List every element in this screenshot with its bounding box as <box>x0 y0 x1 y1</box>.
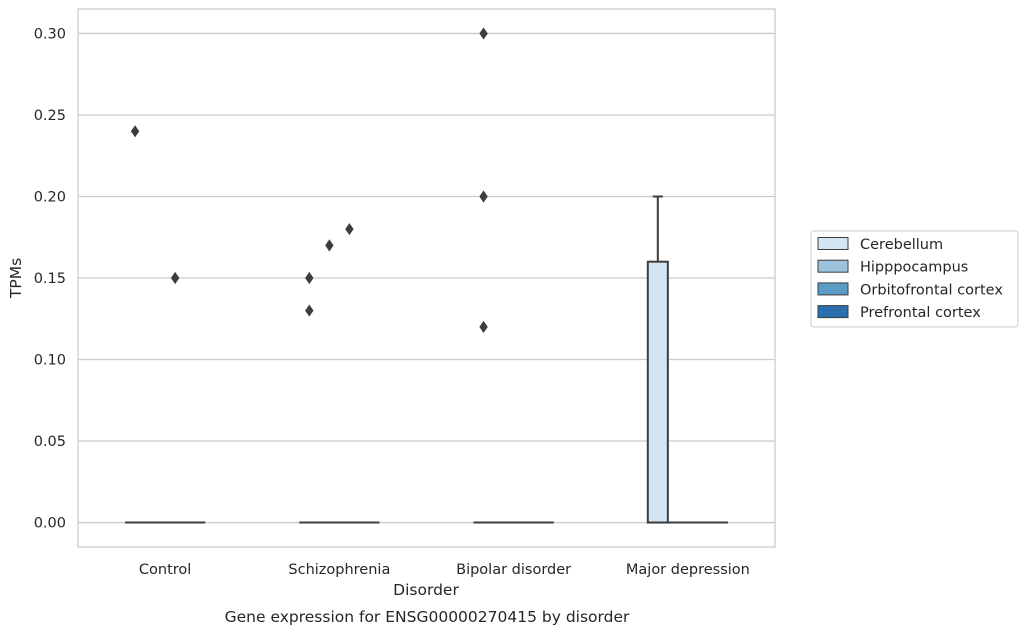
outlier-point <box>305 304 314 317</box>
outliers <box>130 27 488 333</box>
y-tick-label: 0.20 <box>34 189 66 205</box>
chart-caption: Gene expression for ENSG00000270415 by d… <box>225 608 630 626</box>
grid-lines <box>78 32 775 524</box>
legend-swatch <box>817 305 849 319</box>
legend-swatch <box>817 282 849 296</box>
plot-frame <box>77 8 776 548</box>
y-axis-label: TPMs <box>7 258 25 299</box>
y-tick-label: 0.30 <box>34 26 66 42</box>
x-axis-label: Disorder <box>393 581 459 599</box>
legend: Cerebellum Hipppocampus Orbitofrontal cort… <box>810 230 1019 328</box>
y-tick-label: 0.25 <box>34 108 66 124</box>
box-cerebellum <box>646 195 669 524</box>
legend-label: Orbitofrontal cortex <box>860 282 1003 298</box>
box-body <box>646 260 669 524</box>
y-axis-ticks: 0.00 0.05 0.10 0.15 0.20 0.25 0.30 <box>34 26 66 531</box>
outlier-point <box>479 320 488 333</box>
outlier-point <box>479 190 488 203</box>
y-tick-label: 0.00 <box>34 516 66 532</box>
y-tick-label: 0.05 <box>34 434 66 450</box>
outlier-point <box>170 271 180 285</box>
outlier-point <box>479 27 488 40</box>
outlier-point <box>305 271 314 285</box>
legend-swatch <box>817 237 849 250</box>
legend-item: Cerebellum <box>817 237 943 253</box>
y-tick-label: 0.10 <box>34 353 66 369</box>
legend-item: Prefrontal cortex <box>817 305 981 321</box>
outlier-point <box>325 239 334 252</box>
legend-item: Hipppocampus <box>817 259 968 276</box>
legend-item: Orbitofrontal cortex <box>817 282 1003 298</box>
x-tick-label: Control <box>139 562 191 578</box>
x-tick-label: Major depression <box>626 562 750 578</box>
x-tick-label: Bipolar disorder <box>456 562 571 578</box>
y-tick-label: 0.15 <box>34 271 66 287</box>
outlier-point <box>130 125 140 138</box>
legend-label: Prefrontal cortex <box>860 305 981 321</box>
x-axis-ticks: Control Schizophrenia Bipolar disorder Majo… <box>139 562 750 578</box>
legend-swatch <box>817 259 849 273</box>
outlier-point <box>345 223 354 236</box>
legend-label: Hipppocampus <box>860 260 968 276</box>
legend-frame <box>810 230 1019 328</box>
legend-label: Cerebellum <box>860 237 943 253</box>
x-tick-label: Schizophrenia <box>288 562 390 578</box>
boxes <box>125 195 728 524</box>
